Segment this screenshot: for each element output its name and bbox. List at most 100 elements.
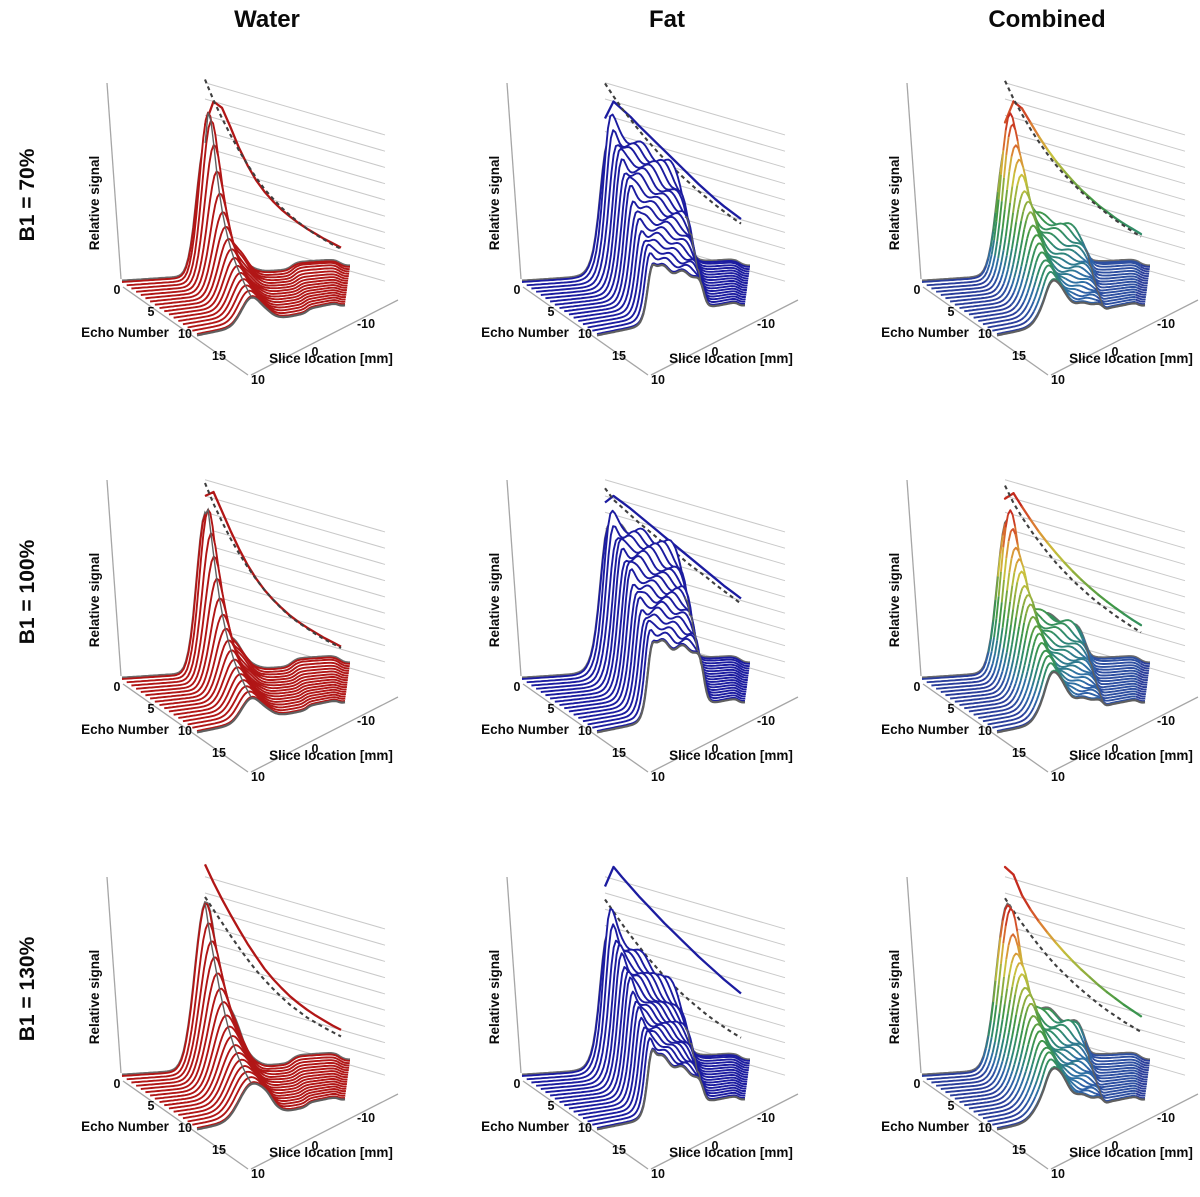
trace-line — [1088, 257, 1095, 268]
trace-line — [1017, 644, 1022, 656]
trace-line — [1063, 680, 1082, 688]
trace-line — [992, 1079, 1001, 1089]
trace-line — [989, 1001, 995, 1021]
trace-line — [1055, 662, 1080, 669]
trace-line — [1026, 623, 1030, 632]
surface-ridge-line — [204, 507, 252, 698]
trace-line — [1033, 608, 1037, 616]
trace-line — [1028, 675, 1032, 683]
inset-gridline — [204, 179, 386, 233]
trace-line — [991, 1077, 998, 1085]
trace-line — [1080, 249, 1087, 257]
inset-reference-dashed-line — [604, 898, 742, 1039]
trace-line — [1049, 615, 1074, 624]
slice-tick-label: 10 — [651, 770, 665, 784]
trace-line — [1022, 201, 1029, 213]
inset-gridline — [204, 495, 386, 549]
inset-gridline — [1004, 876, 1186, 930]
trace-line — [1014, 638, 1019, 651]
trace-line — [1002, 673, 1007, 681]
trace-line — [1014, 533, 1019, 546]
trace-line — [531, 525, 750, 687]
trace-line — [989, 265, 994, 274]
trace-line — [1139, 670, 1149, 675]
trace-line — [1069, 651, 1087, 660]
trace-line — [1021, 1021, 1026, 1031]
trace-line — [1023, 307, 1032, 319]
trace-line — [154, 225, 348, 306]
slice-axis-label: Slice location [mm] — [669, 1145, 793, 1160]
trace-line — [998, 201, 1003, 224]
trace-line — [1076, 628, 1084, 639]
z-axis-label: Relative signal — [887, 156, 902, 251]
trace-line — [1024, 972, 1029, 982]
trace-line — [1017, 250, 1022, 261]
trace-line — [1067, 254, 1081, 263]
inset-gridline — [204, 528, 386, 582]
echo-tick-label: 5 — [948, 1099, 955, 1113]
trace-line — [1010, 1052, 1015, 1061]
z-axis-label: Relative signal — [87, 950, 102, 1045]
trace-line — [1040, 658, 1047, 669]
echo-tick-label: 10 — [178, 1121, 192, 1135]
trace-line — [1022, 293, 1029, 303]
trace-line — [145, 597, 349, 697]
trace-line — [992, 1114, 1024, 1126]
trace-line — [991, 653, 996, 665]
trace-line — [1042, 642, 1050, 653]
trace-line — [1050, 1038, 1061, 1049]
trace-line — [1094, 661, 1141, 667]
trace-line — [1068, 273, 1090, 281]
trace-line — [959, 298, 1006, 309]
inset-gridline — [604, 495, 786, 549]
trace-line — [1009, 186, 1014, 204]
trace-line — [1093, 669, 1139, 677]
trace-line — [1000, 150, 1005, 175]
inset-gridline — [204, 479, 386, 533]
trace-line — [1063, 1043, 1083, 1050]
trace-line — [545, 952, 749, 1094]
inset-gridline — [204, 163, 386, 217]
echo-axis-label: Echo Number — [81, 722, 170, 737]
inset-gridline — [204, 82, 386, 136]
trace-line — [1026, 296, 1032, 306]
trace-line — [550, 555, 749, 700]
z-axis-label: Relative signal — [87, 156, 102, 251]
trace-line — [1093, 663, 1141, 670]
trace-line — [1027, 1037, 1032, 1046]
inset-gridline — [1004, 560, 1186, 614]
inset-decay-line — [1012, 873, 1024, 897]
trace-line — [1093, 287, 1138, 295]
echo-axis-label: Echo Number — [881, 722, 970, 737]
trace-line — [997, 571, 1002, 597]
trace-line — [1014, 129, 1019, 142]
trace-line — [989, 621, 995, 640]
trace-line — [1042, 609, 1051, 618]
trace-line — [1135, 296, 1146, 301]
column-title-fat: Fat — [649, 6, 685, 33]
trace-line — [1044, 654, 1051, 660]
trace-line — [995, 257, 1000, 269]
inset-decay-line — [1037, 530, 1049, 544]
trace-line — [1097, 1089, 1136, 1097]
trace-line — [1004, 269, 1009, 278]
inset-gridline — [204, 544, 386, 598]
trace-line — [1014, 676, 1019, 684]
trace-line — [1019, 1065, 1024, 1073]
trace-line — [1081, 638, 1086, 645]
trace-line — [926, 1070, 981, 1081]
trace-line — [1093, 261, 1141, 268]
trace-line — [1007, 936, 1012, 946]
slice-tick-label: -10 — [1157, 1111, 1175, 1125]
trace-line — [1032, 281, 1037, 288]
trace-line — [992, 665, 997, 674]
trace-line — [1022, 974, 1029, 987]
trace-line — [1028, 615, 1038, 624]
echo-axis-label: Echo Number — [881, 325, 970, 340]
trace-line — [1139, 273, 1149, 278]
trace-line — [964, 1095, 1005, 1107]
trace-line — [1031, 625, 1043, 635]
trace-line — [1016, 931, 1021, 947]
trace-line — [926, 277, 983, 287]
trace-line — [1070, 1059, 1080, 1064]
